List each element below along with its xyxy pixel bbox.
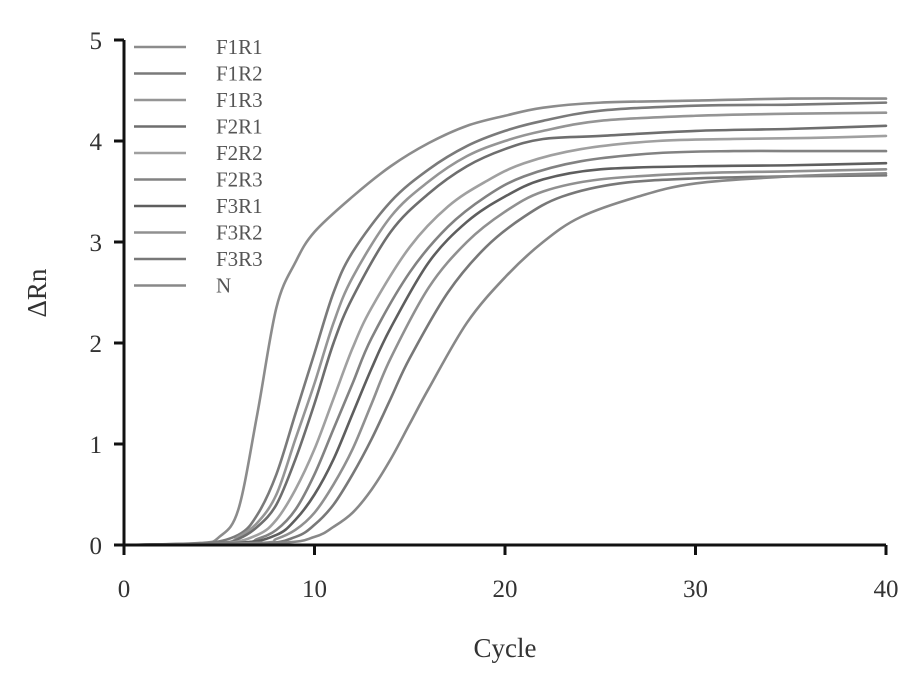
legend-label-f1r3: F1R3 <box>216 88 263 112</box>
y-tick-label-3: 3 <box>90 230 103 257</box>
y-tick-label-4: 4 <box>90 129 103 156</box>
x-tick-label-30: 30 <box>683 576 708 603</box>
legend-label-f2r1: F2R1 <box>216 115 263 139</box>
x-tick-label-10: 10 <box>302 576 327 603</box>
legend-label-f3r3: F3R3 <box>216 247 263 271</box>
legend-label-f2r2: F2R2 <box>216 141 263 165</box>
legend-label-f3r1: F3R1 <box>216 194 263 218</box>
y-axis-label: ΔRn <box>22 268 52 317</box>
legend-label-f3r2: F3R2 <box>216 221 263 245</box>
legend-label-f1r1: F1R1 <box>216 35 263 59</box>
y-tick-label-1: 1 <box>90 432 103 459</box>
x-tick-label-40: 40 <box>874 576 899 603</box>
y-tick-label-2: 2 <box>90 331 103 358</box>
y-tick-label-0: 0 <box>90 533 103 560</box>
legend-label-n: N <box>216 274 231 298</box>
legend-label-f2r3: F2R3 <box>216 168 263 192</box>
x-axis-label: Cycle <box>474 633 537 663</box>
x-tick-label-20: 20 <box>493 576 518 603</box>
legend: F1R1 F1R2F1R3 F2R1F2R2 F2R3F3R1 F3R2F3R3 N <box>134 35 263 298</box>
amplification-curves <box>124 98 886 545</box>
legend-label-f1r2: F1R2 <box>216 62 263 86</box>
y-tick-label-5: 5 <box>90 28 103 55</box>
x-tick-label-0: 0 <box>118 576 131 603</box>
